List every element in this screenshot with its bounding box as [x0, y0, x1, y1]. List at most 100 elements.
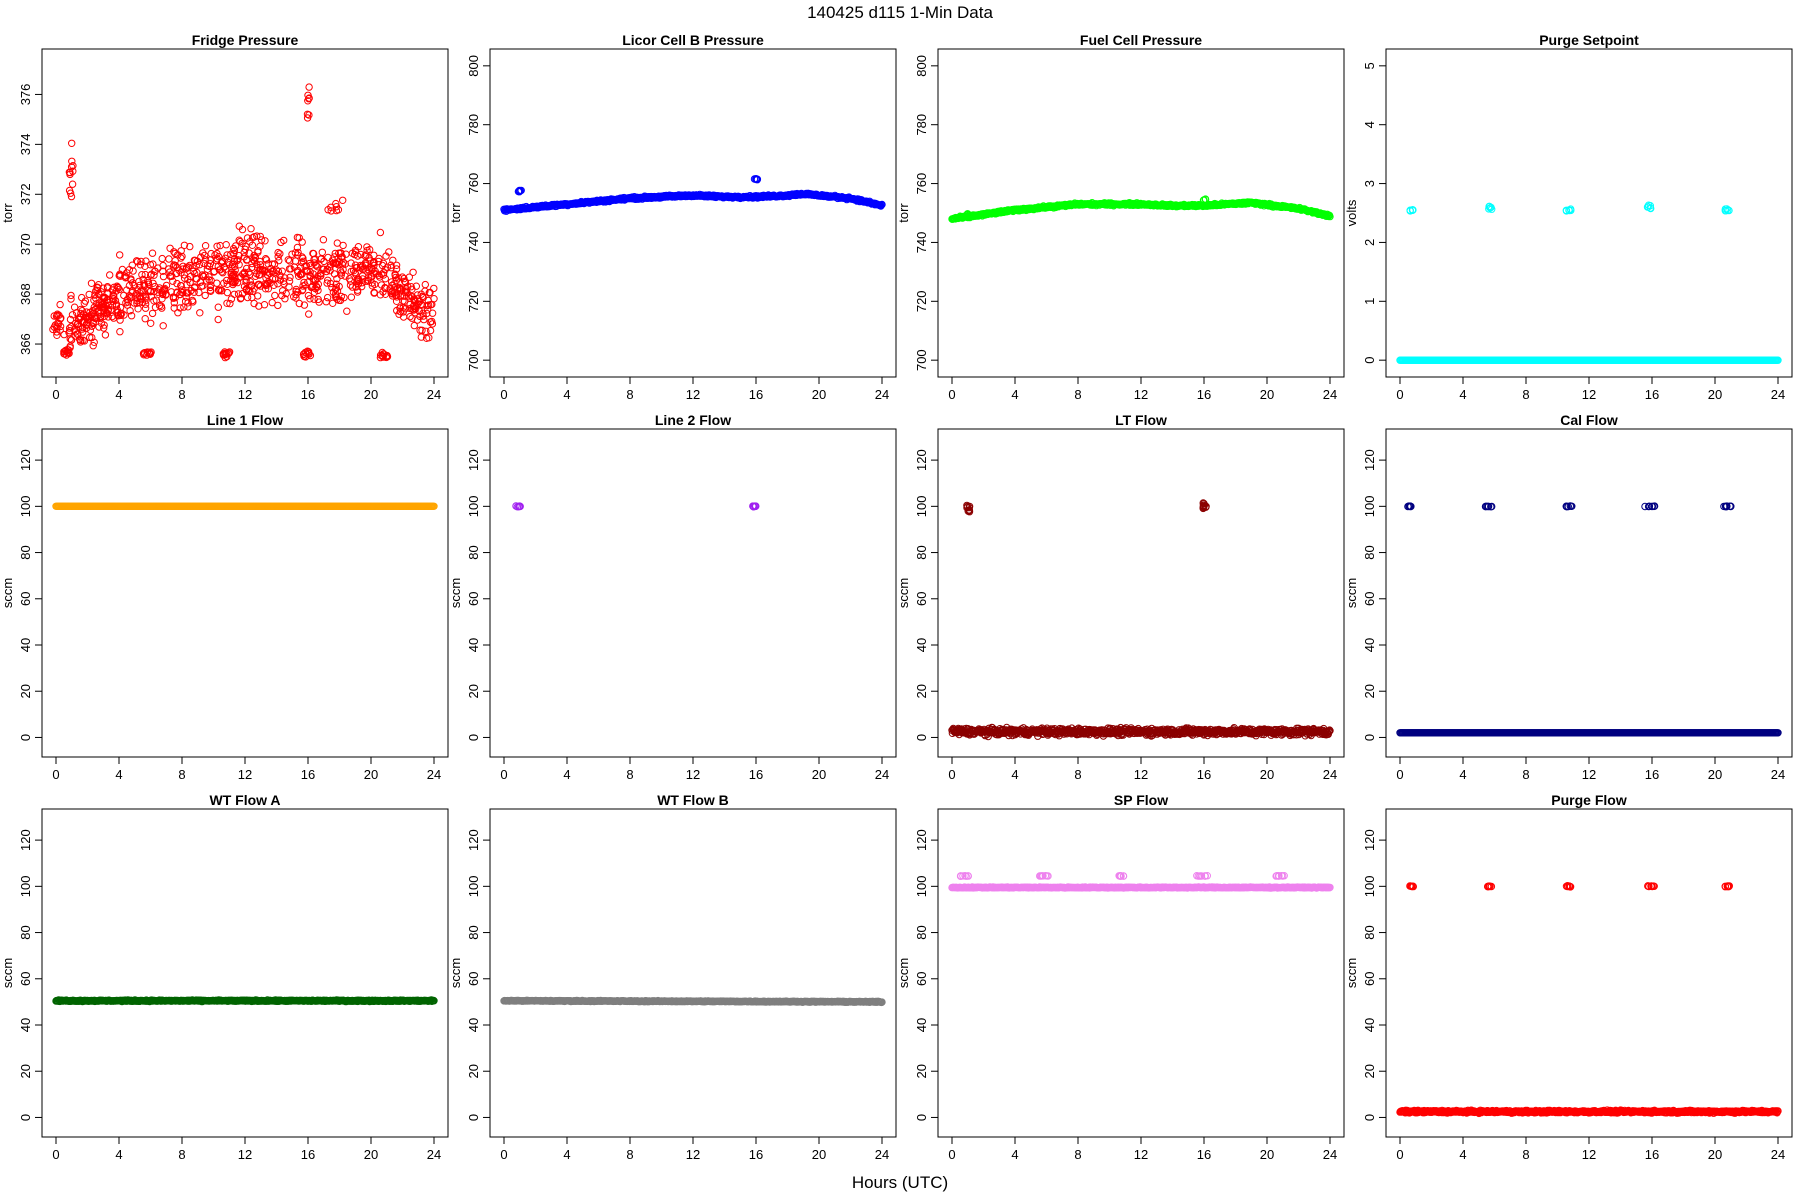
data-point [149, 260, 157, 268]
data-point [293, 243, 302, 252]
data-point [305, 310, 313, 318]
x-tick-label: 24 [875, 767, 889, 782]
data-point [190, 256, 199, 264]
y-tick-label: 4 [1362, 121, 1377, 128]
y-tick-label: 0 [914, 734, 929, 741]
data-point [749, 502, 757, 510]
data-point [430, 502, 438, 510]
data-point [227, 270, 235, 278]
data-point [347, 259, 355, 267]
data-points [52, 502, 438, 510]
x-tick-label: 16 [1645, 767, 1659, 782]
data-point [395, 285, 404, 293]
data-point [329, 288, 338, 296]
data-point [1486, 204, 1494, 212]
y-tick-label: 800 [914, 55, 929, 77]
y-tick-label: 740 [914, 232, 929, 254]
x-tick-label: 8 [1522, 387, 1529, 402]
y-tick-label: 0 [1362, 734, 1377, 741]
data-point [88, 333, 96, 342]
x-tick-label: 16 [1197, 767, 1211, 782]
data-point [305, 83, 313, 91]
data-point [332, 199, 340, 208]
data-point [49, 325, 57, 334]
data-point [98, 303, 106, 311]
data-point [116, 251, 124, 259]
data-point [108, 301, 117, 310]
data-point [201, 271, 209, 279]
x-tick-label: 0 [948, 767, 955, 782]
data-point [752, 175, 760, 183]
data-point [166, 272, 175, 280]
data-point [400, 274, 408, 283]
data-point [354, 275, 363, 283]
data-point [184, 303, 192, 311]
data-point [324, 276, 332, 284]
data-point [200, 259, 208, 268]
data-point [242, 264, 251, 273]
data-point [108, 294, 117, 302]
x-tick-label: 20 [364, 767, 378, 782]
data-point [147, 292, 156, 300]
y-tick-label: 120 [466, 449, 481, 471]
data-point [211, 251, 219, 259]
data-point [224, 350, 232, 358]
x-tick-label: 16 [749, 767, 763, 782]
data-point [230, 290, 239, 298]
data-point [1485, 202, 1493, 211]
data-point [276, 250, 284, 258]
y-axis-label: torr [896, 203, 911, 223]
panel-title: Licor Cell B Pressure [622, 32, 764, 48]
data-point [180, 274, 189, 282]
data-point [310, 295, 318, 303]
data-point [207, 249, 215, 258]
data-point [304, 349, 312, 357]
data-point [174, 309, 182, 317]
y-tick-label: 780 [466, 114, 481, 136]
data-point [182, 293, 190, 301]
data-point [342, 250, 350, 258]
data-point [295, 299, 303, 308]
data-point [332, 206, 341, 215]
data-point [147, 319, 155, 327]
data-point [382, 252, 390, 260]
data-point [85, 290, 93, 299]
data-point [392, 265, 401, 273]
data-point [142, 257, 150, 265]
plot-frame [1385, 428, 1793, 758]
data-point [159, 261, 167, 270]
data-point [141, 304, 150, 312]
data-point [158, 304, 166, 312]
data-point [270, 281, 278, 289]
data-point [235, 236, 243, 244]
data-point [69, 162, 77, 170]
y-tick-label: 5 [1362, 62, 1377, 69]
data-point [963, 502, 972, 511]
data-points [500, 175, 886, 215]
data-point [1326, 727, 1334, 735]
x-tick-label: 16 [301, 387, 315, 402]
data-point [1199, 499, 1207, 507]
y-tick-label: 2 [1362, 239, 1377, 246]
data-point [299, 254, 307, 262]
data-point [512, 502, 520, 510]
data-point [292, 290, 300, 299]
data-point [90, 309, 98, 317]
data-point [80, 318, 89, 327]
data-point [337, 269, 346, 277]
y-tick-label: 3 [1362, 180, 1377, 187]
data-point [323, 279, 331, 287]
data-point [148, 309, 157, 318]
panel-title: Fridge Pressure [192, 32, 299, 48]
data-point [377, 281, 386, 289]
data-point [235, 222, 244, 230]
data-point [251, 272, 260, 280]
data-point [255, 271, 263, 279]
data-point [322, 298, 330, 306]
data-point [216, 241, 224, 250]
data-point [207, 287, 215, 295]
data-point [320, 257, 328, 266]
x-tick-label: 8 [1074, 767, 1081, 782]
